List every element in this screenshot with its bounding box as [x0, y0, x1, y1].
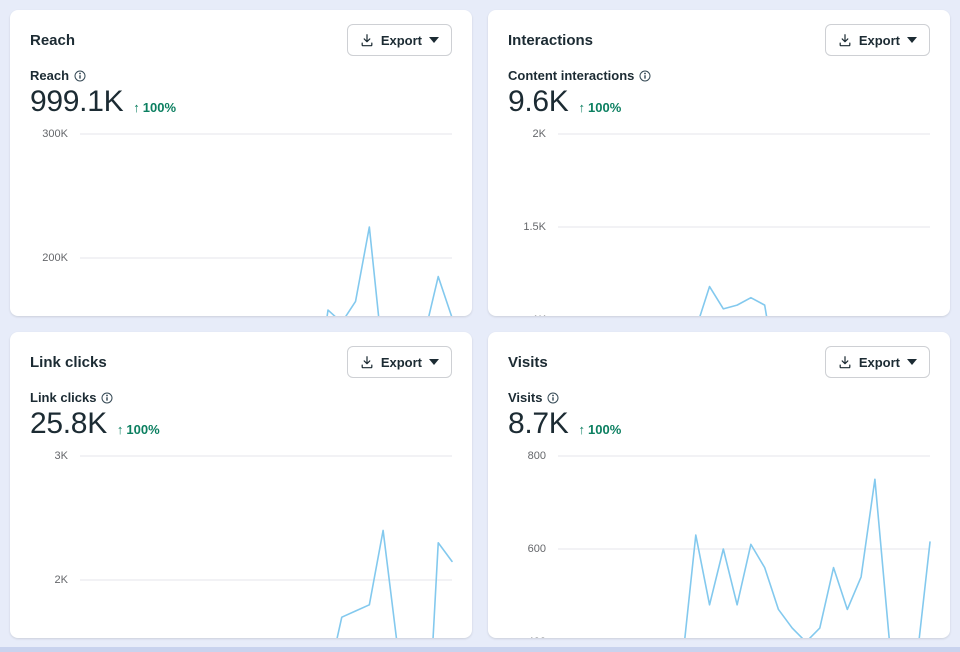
- export-button[interactable]: Export: [824, 346, 930, 378]
- metric-value: 9.6K: [508, 85, 569, 118]
- card-title: Reach: [30, 31, 76, 49]
- chevron-down-icon: [907, 359, 917, 365]
- card-header: Interactions Export: [508, 24, 930, 56]
- series-line: [558, 479, 930, 638]
- y-axis: 8006004002000: [508, 450, 558, 639]
- export-button[interactable]: Export: [346, 24, 452, 56]
- link-clicks-chart: 3K2K1K0 Oct 13Oct 18Oct 23Oct 28Nov 2Nov…: [30, 450, 452, 631]
- metric-change-value: 100%: [588, 421, 622, 437]
- y-axis: 3K2K1K0: [30, 450, 80, 639]
- interactions-chart: 2K1.5K1K5000 Oct 13Oct 18Oct 23Oct 28Nov…: [508, 128, 930, 316]
- reach-chart: 300K200K100K0 Oct 13Oct 18Oct 23Oct 28No…: [30, 128, 452, 309]
- chevron-down-icon: [429, 359, 439, 365]
- metric-change: ↑ 100%: [133, 100, 176, 120]
- metric-change-value: 100%: [142, 99, 177, 115]
- arrow-up-icon: ↑: [116, 421, 124, 437]
- info-icon[interactable]: [547, 392, 559, 404]
- series-line: [558, 286, 930, 316]
- plot-area: [558, 456, 930, 639]
- card-header: Reach Export: [30, 24, 452, 56]
- export-label: Export: [380, 354, 422, 370]
- export-label: Export: [858, 354, 900, 370]
- metric-label: Reach: [30, 68, 70, 83]
- plot-area: [558, 134, 930, 317]
- arrow-up-icon: ↑: [133, 99, 140, 115]
- export-label: Export: [380, 32, 422, 48]
- y-axis-label: 200K: [42, 251, 68, 264]
- export-label: Export: [858, 32, 900, 48]
- metric-block: Reach 999.1K ↑ 100%: [30, 68, 452, 120]
- y-axis-label: 2K: [532, 127, 546, 140]
- download-icon: [839, 34, 851, 47]
- card-interactions: Interactions Export Content interactions…: [488, 10, 950, 316]
- metric-change-value: 100%: [126, 421, 160, 437]
- metric-block: Link clicks 25.8K ↑ 100%: [30, 390, 452, 442]
- info-icon[interactable]: [639, 70, 651, 82]
- y-axis-label: 400: [528, 636, 546, 639]
- card-title: Interactions: [508, 31, 594, 49]
- download-icon: [361, 34, 373, 47]
- card-visits: Visits Export Visits 8.7K ↑ 100% 800 600 4…: [488, 332, 950, 638]
- y-axis-label: 800: [527, 449, 546, 462]
- metric-label: Visits: [508, 390, 543, 405]
- metric-value: 8.7K: [508, 407, 569, 440]
- metric-change: ↑ 100%: [117, 422, 160, 442]
- metric-value: 25.8K: [30, 407, 107, 440]
- y-axis-label: 1.5K: [523, 220, 546, 233]
- export-button[interactable]: Export: [824, 24, 930, 56]
- chevron-down-icon: [907, 37, 917, 43]
- y-axis: 300K200K100K0: [30, 128, 80, 317]
- card-reach: Reach Export Reach 999.1K ↑ 100% 300K 200…: [10, 10, 472, 316]
- metric-label: Content interactions: [508, 68, 635, 83]
- chevron-down-icon: [429, 37, 439, 43]
- y-axis-label: 2K: [54, 573, 68, 586]
- card-link-clicks: Link clicks Export Link clicks 25.8K ↑ 1…: [10, 332, 472, 638]
- page-bottom-edge: [0, 647, 960, 652]
- card-title: Visits: [508, 353, 548, 371]
- info-icon[interactable]: [101, 392, 113, 404]
- info-icon[interactable]: [74, 70, 86, 82]
- download-icon: [839, 356, 851, 369]
- y-axis: 2K1.5K1K5000: [508, 128, 558, 317]
- plot-area: [80, 134, 452, 317]
- plot-area: [80, 456, 452, 639]
- card-title: Link clicks: [30, 353, 107, 371]
- arrow-up-icon: ↑: [578, 99, 586, 115]
- export-button[interactable]: Export: [346, 346, 452, 378]
- card-header: Visits Export: [508, 346, 930, 378]
- metric-block: Content interactions 9.6K ↑ 100%: [508, 68, 930, 120]
- series-line: [80, 530, 452, 638]
- y-axis-label: 3K: [54, 449, 68, 462]
- card-header: Link clicks Export: [30, 346, 452, 378]
- metric-block: Visits 8.7K ↑ 100%: [508, 390, 930, 442]
- y-axis-label: 1K: [533, 314, 546, 317]
- download-icon: [361, 356, 373, 369]
- arrow-up-icon: ↑: [578, 421, 586, 437]
- metric-change: ↑ 100%: [579, 100, 622, 120]
- metric-label: Link clicks: [30, 390, 97, 405]
- visits-chart: 8006004002000 Oct 13Oct 18Oct 23Oct 28No…: [508, 450, 930, 638]
- metric-value: 999.1K: [30, 85, 124, 118]
- metric-change-value: 100%: [588, 99, 622, 115]
- metric-change: ↑ 100%: [579, 422, 622, 442]
- y-axis-label: 600: [527, 542, 546, 555]
- series-line: [80, 227, 452, 317]
- y-axis-label: 300K: [42, 127, 68, 140]
